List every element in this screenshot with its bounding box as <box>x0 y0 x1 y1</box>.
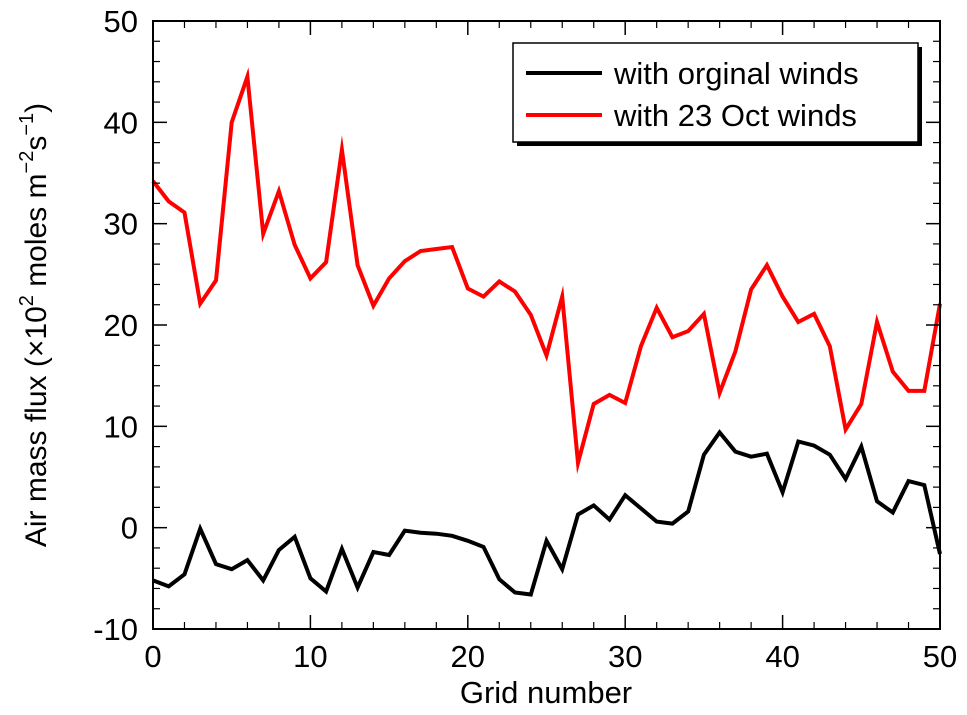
y-axis-label-s: s <box>20 136 53 151</box>
y-tick-label: 50 <box>104 4 138 39</box>
y-axis-label-exp2: −2 <box>16 151 38 174</box>
series-line-original-winds <box>152 429 942 597</box>
y-axis-label-suffix: ) <box>20 103 53 113</box>
y-tick-label: 40 <box>104 105 138 140</box>
y-tick-label: -10 <box>93 612 138 647</box>
series-layer <box>151 67 942 597</box>
x-tick-label: 0 <box>144 639 161 674</box>
x-tick-label: 30 <box>608 639 642 674</box>
y-axis-label: Air mass flux (×102 moles m−2s−1) <box>16 103 53 547</box>
x-tick-label: 50 <box>923 639 957 674</box>
plot-frame <box>152 20 941 630</box>
x-tick-label: 10 <box>293 639 327 674</box>
y-tick-label: 0 <box>121 511 138 546</box>
legend-box <box>512 42 919 143</box>
y-axis-label-times: ×10 <box>20 306 53 357</box>
y-axis-label-prefix: Air mass flux ( <box>20 357 53 547</box>
legend: with orginal winds with 23 Oct winds <box>512 42 922 146</box>
y-axis-label-mid: moles m <box>20 173 53 295</box>
y-tick-label: 10 <box>104 409 138 444</box>
x-tick-label: 40 <box>765 639 799 674</box>
legend-label-23-oct-winds: with 23 Oct winds <box>613 98 857 133</box>
y-tick-label: 20 <box>104 308 138 343</box>
x-axis-label: Grid number <box>460 675 632 710</box>
legend-label-original-winds: with orginal winds <box>613 56 859 91</box>
x-tick-label: 20 <box>451 639 485 674</box>
y-tick-label: 30 <box>104 207 138 242</box>
y-axis-label-exp3: −1 <box>16 113 38 136</box>
y-axis-label-exp1: 2 <box>16 295 38 306</box>
series-line-23-oct-winds <box>151 67 942 475</box>
